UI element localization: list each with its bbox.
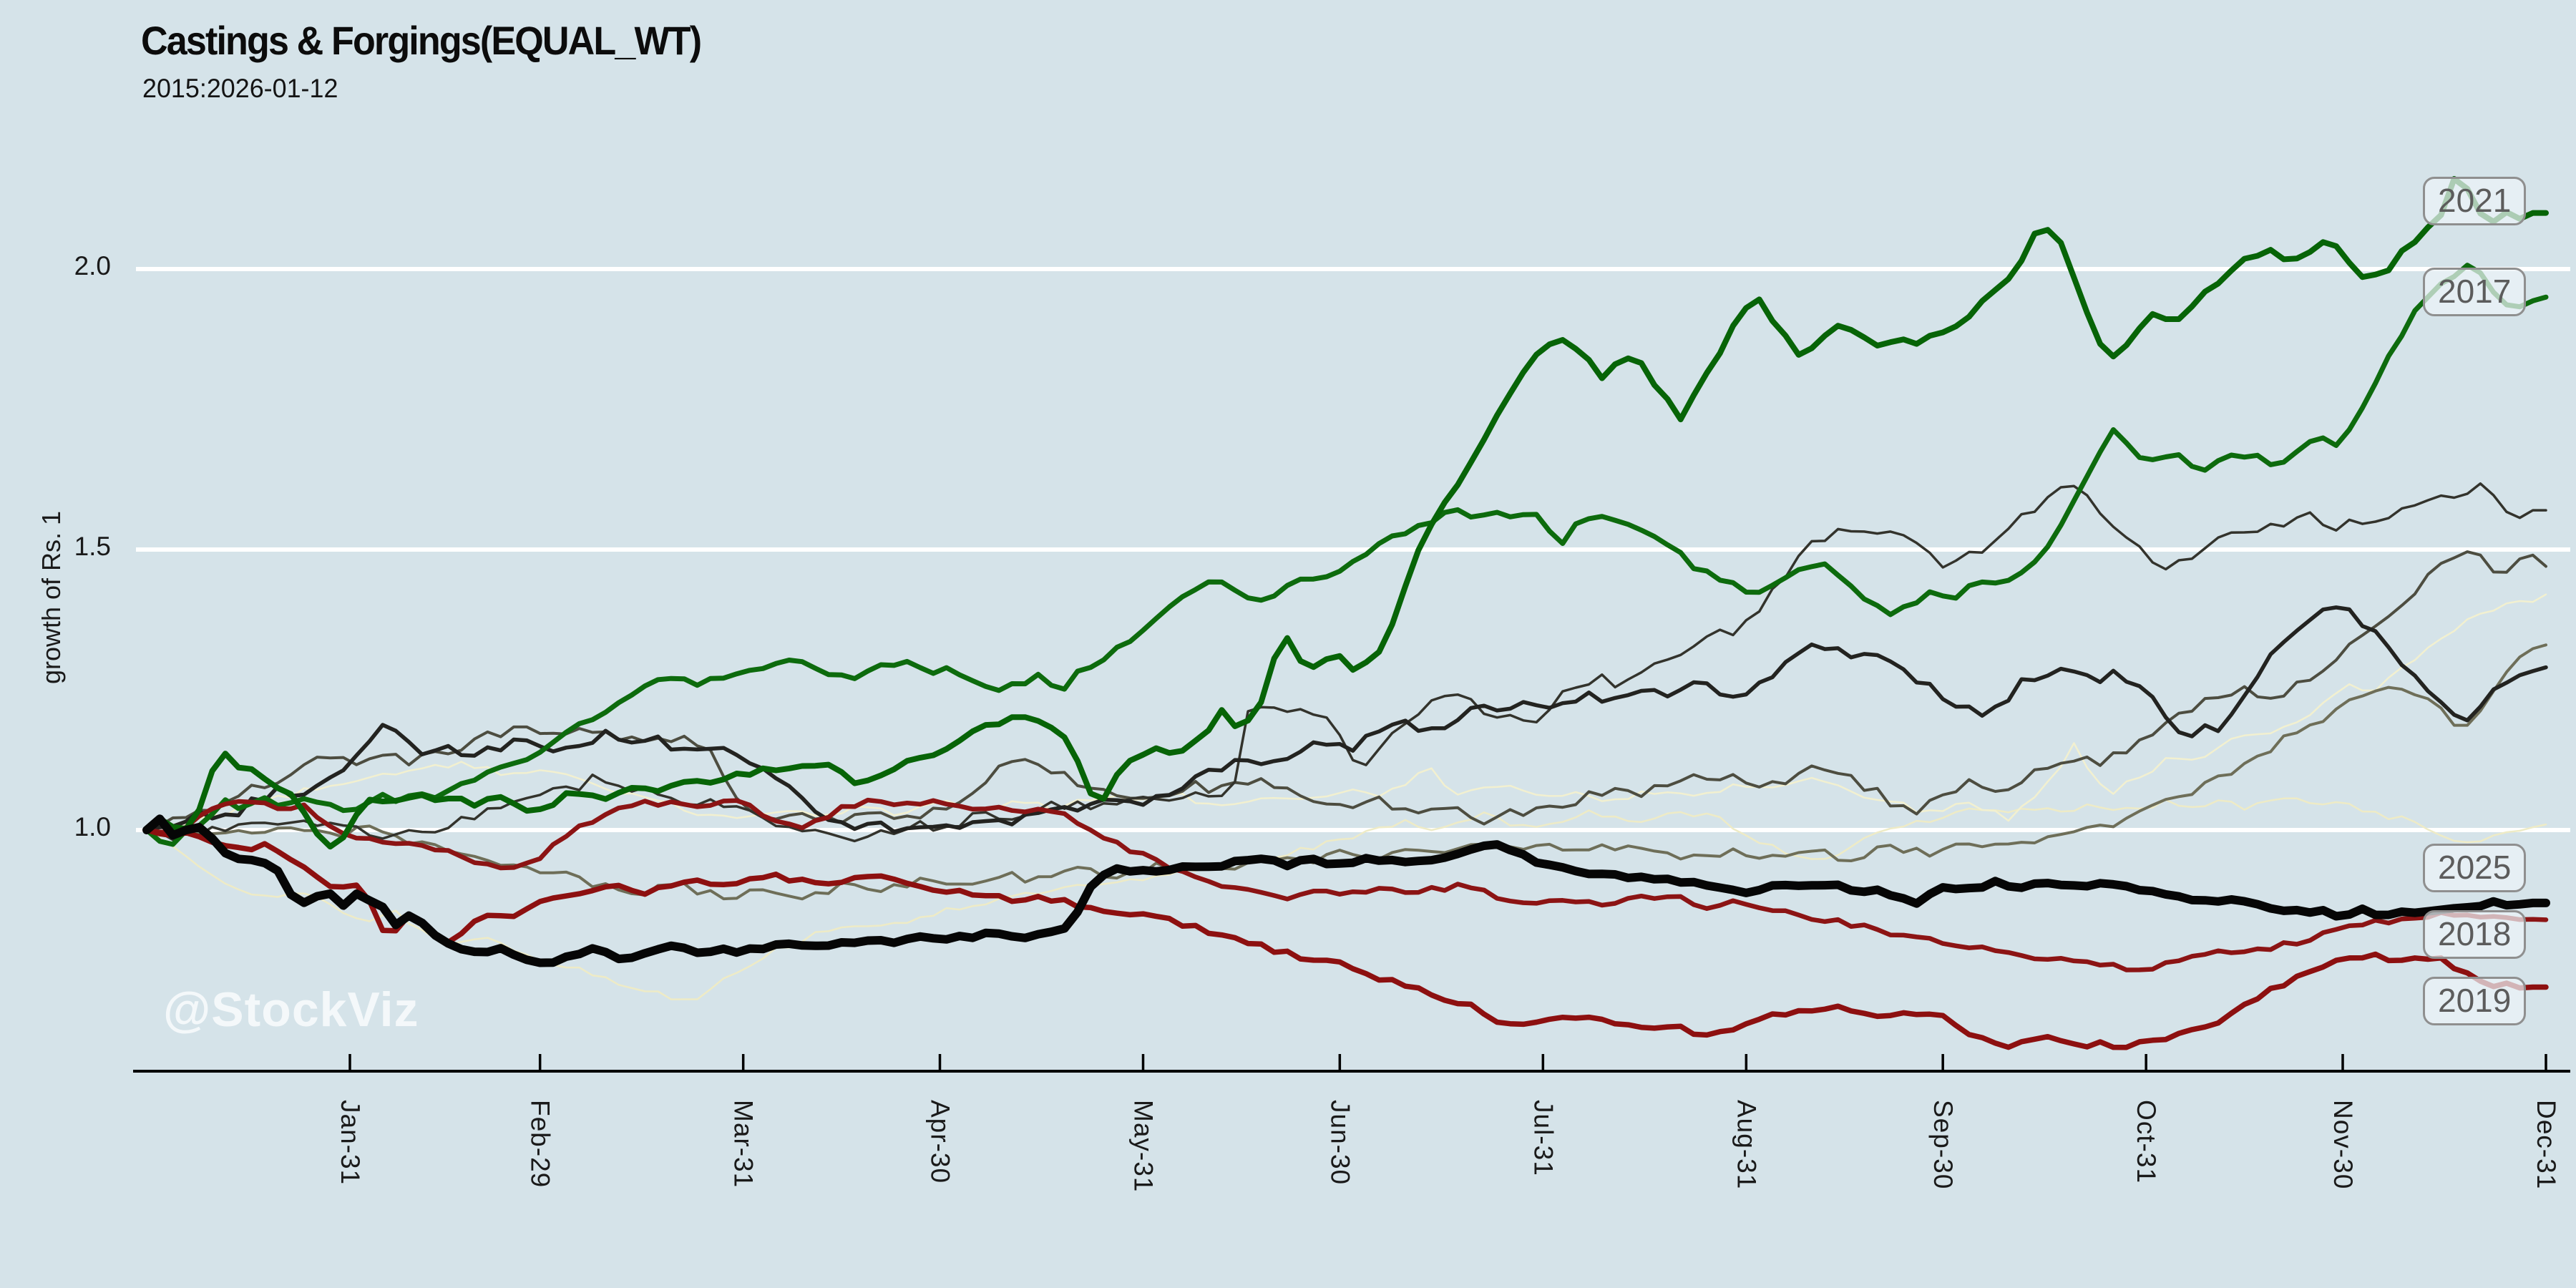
series-line-2019 xyxy=(144,827,2549,1050)
x-tick-label-Nov-30: Nov-30 xyxy=(2328,1100,2358,1190)
x-tick-label-Feb-29: Feb-29 xyxy=(525,1100,555,1189)
x-tick-label-Jun-30: Jun-30 xyxy=(1325,1100,1355,1186)
year-label-2025: 2025 xyxy=(2423,843,2527,892)
series-line-2017 xyxy=(144,263,2549,847)
year-label-2018: 2018 xyxy=(2423,910,2527,960)
y-tick-label-1.0: 1.0 xyxy=(74,812,111,841)
x-tick-label-Oct-31: Oct-31 xyxy=(2132,1100,2162,1184)
year-label-2017: 2017 xyxy=(2423,268,2527,317)
series-line-unlabeled-gray-medium xyxy=(145,550,2547,831)
watermark: @StockViz xyxy=(163,982,419,1037)
series-line-2021 xyxy=(144,176,2549,850)
x-tick-label-Jan-31: Jan-31 xyxy=(335,1100,365,1186)
x-tick-label-Sep-30: Sep-30 xyxy=(1928,1100,1958,1190)
chart-title: Castings & Forgings(EQUAL_WT) xyxy=(141,18,702,63)
y-tick-label-1.5: 1.5 xyxy=(74,532,111,561)
x-tick-label-Apr-30: Apr-30 xyxy=(925,1100,955,1184)
x-tick-label-Dec-31: Dec-31 xyxy=(2532,1100,2561,1190)
x-tick-label-Mar-31: Mar-31 xyxy=(728,1100,758,1189)
year-label-2021: 2021 xyxy=(2423,177,2527,226)
series-line-2025 xyxy=(142,814,2550,967)
x-tick-label-Aug-31: Aug-31 xyxy=(1732,1100,1762,1190)
x-tick-label-Jul-31: Jul-31 xyxy=(1528,1100,1558,1176)
year-label-2019: 2019 xyxy=(2423,977,2527,1026)
x-tick-label-May-31: May-31 xyxy=(1128,1100,1158,1193)
series-line-unlabeled-cream-high xyxy=(145,593,2547,831)
series-line-2018 xyxy=(144,797,2549,972)
y-tick-label-2.0: 2.0 xyxy=(74,251,111,280)
series-line-unlabeled-olive xyxy=(145,643,2547,901)
chart-subtitle: 2015:2026-01-12 xyxy=(142,74,338,103)
